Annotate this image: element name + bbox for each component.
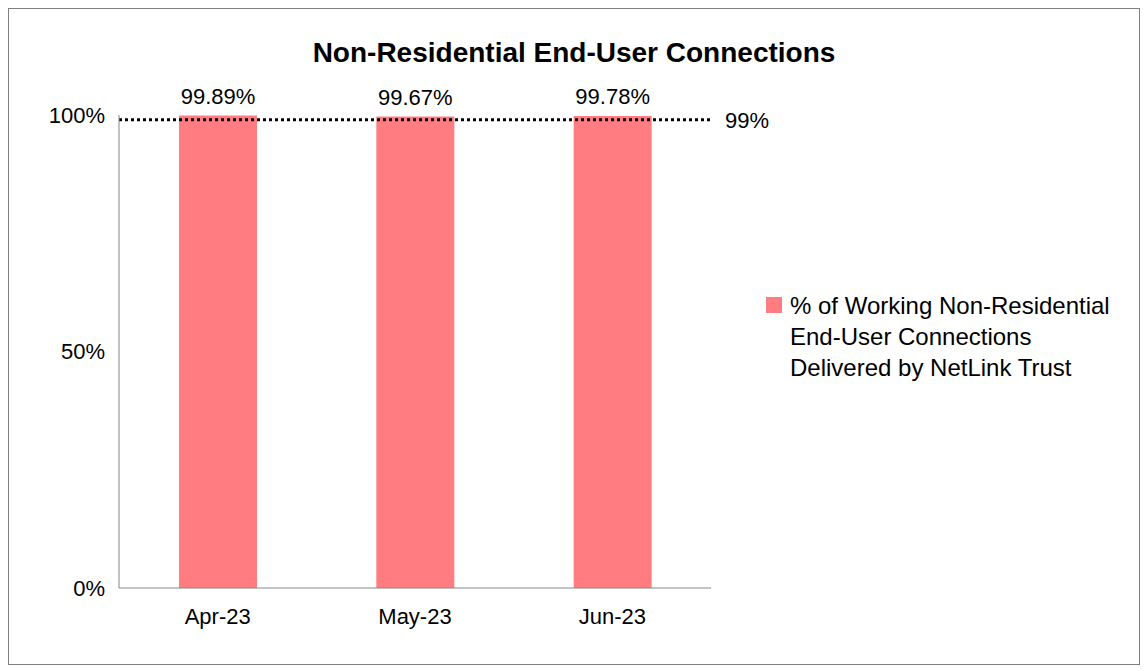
html-text:Non-Residential End-User Conne: Non-Residential End-User Connections bbox=[312, 37, 836, 68]
svg-text:50%: 50% bbox=[61, 339, 105, 364]
svg-text:0%: 0% bbox=[73, 576, 105, 601]
svg-text:99.89%: 99.89% bbox=[181, 84, 256, 109]
svg-text:99.78%: 99.78% bbox=[575, 84, 650, 109]
html-text:% of Working Non-Residential E: % of Working Non-Residential End-User Co… bbox=[790, 292, 1110, 381]
svg-text:99.67%: 99.67% bbox=[378, 85, 453, 110]
svg-text:May-23: May-23 bbox=[378, 604, 451, 629]
svg-text:Jun-23: Jun-23 bbox=[579, 604, 646, 629]
svg-text:99%: 99% bbox=[725, 108, 769, 133]
svg-text:100%: 100% bbox=[49, 103, 105, 128]
svg-text:Apr-23: Apr-23 bbox=[185, 604, 251, 629]
